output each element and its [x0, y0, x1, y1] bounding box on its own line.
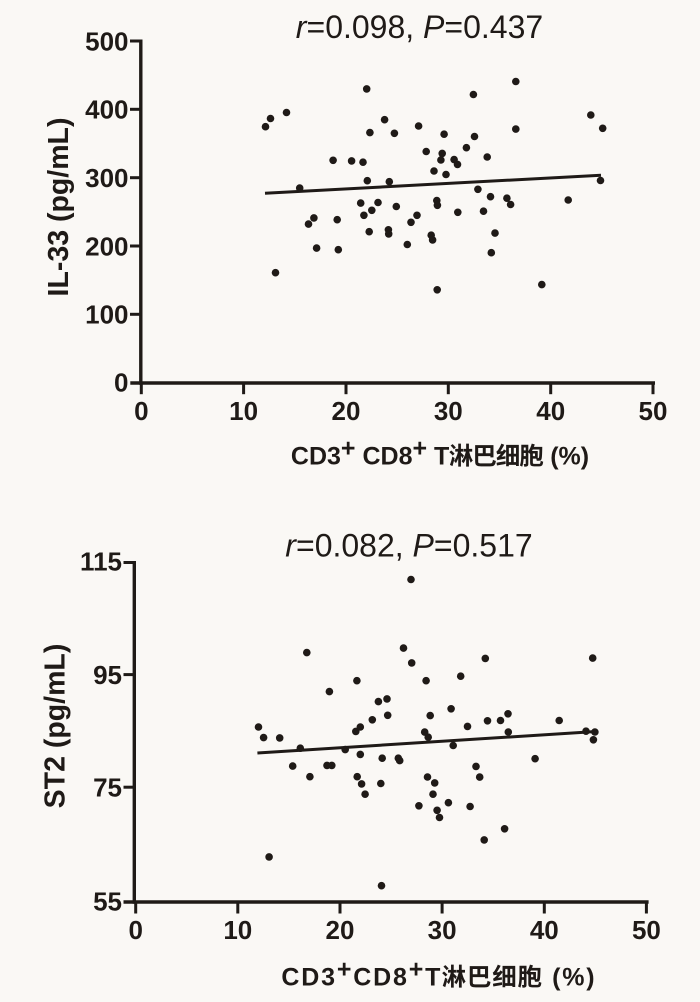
svg-text:=0.082,: =0.082, — [296, 528, 404, 564]
svg-text:(%): (%) — [550, 443, 589, 471]
svg-text:C: C — [281, 964, 299, 992]
svg-text:30: 30 — [428, 915, 457, 945]
svg-text:C: C — [353, 964, 371, 992]
svg-text:=0.517: =0.517 — [434, 528, 533, 564]
svg-text:20: 20 — [326, 915, 355, 945]
svg-text:0: 0 — [128, 915, 142, 945]
svg-text:75: 75 — [93, 773, 122, 803]
svg-text:30: 30 — [434, 396, 463, 426]
svg-text:0: 0 — [114, 368, 128, 398]
svg-text:8: 8 — [393, 964, 407, 992]
svg-text:40: 40 — [530, 915, 559, 945]
svg-text:+: + — [409, 956, 424, 984]
svg-text:P: P — [413, 528, 435, 564]
svg-text:500: 500 — [85, 26, 128, 56]
svg-text:3: 3 — [321, 964, 335, 992]
svg-text:r: r — [296, 9, 308, 45]
svg-text:CD8: CD8 — [363, 443, 413, 471]
svg-text:100: 100 — [85, 300, 128, 330]
svg-text:T: T — [425, 964, 440, 992]
svg-text:200: 200 — [85, 231, 128, 261]
svg-text:40: 40 — [536, 396, 565, 426]
svg-text:T: T — [434, 443, 449, 471]
svg-text:55: 55 — [93, 887, 122, 917]
svg-text:0: 0 — [134, 396, 148, 426]
svg-text:D: D — [373, 964, 391, 992]
svg-text:50: 50 — [639, 396, 668, 426]
svg-text:10: 10 — [223, 915, 252, 945]
svg-text:P: P — [423, 9, 445, 45]
svg-text:(: ( — [552, 964, 561, 992]
svg-text:115: 115 — [80, 547, 122, 577]
svg-text:+: + — [341, 435, 356, 463]
svg-text:ST2 (pg/mL): ST2 (pg/mL) — [40, 644, 72, 809]
svg-text:D: D — [301, 964, 319, 992]
svg-text:): ) — [586, 964, 594, 992]
svg-text:=0.098,: =0.098, — [307, 9, 415, 45]
svg-text:10: 10 — [229, 396, 258, 426]
svg-text:IL-33 (pg/mL): IL-33 (pg/mL) — [43, 118, 75, 297]
svg-text:400: 400 — [85, 95, 128, 125]
svg-text:300: 300 — [85, 163, 128, 193]
svg-text:CD3: CD3 — [291, 443, 341, 471]
svg-text:50: 50 — [632, 915, 661, 945]
svg-text:+: + — [337, 956, 352, 984]
svg-text:=0.437: =0.437 — [444, 9, 543, 45]
svg-text:95: 95 — [93, 660, 122, 690]
svg-text:%: % — [562, 964, 584, 992]
svg-text:r: r — [285, 528, 297, 564]
svg-text:20: 20 — [332, 396, 361, 426]
svg-text:+: + — [413, 435, 428, 463]
